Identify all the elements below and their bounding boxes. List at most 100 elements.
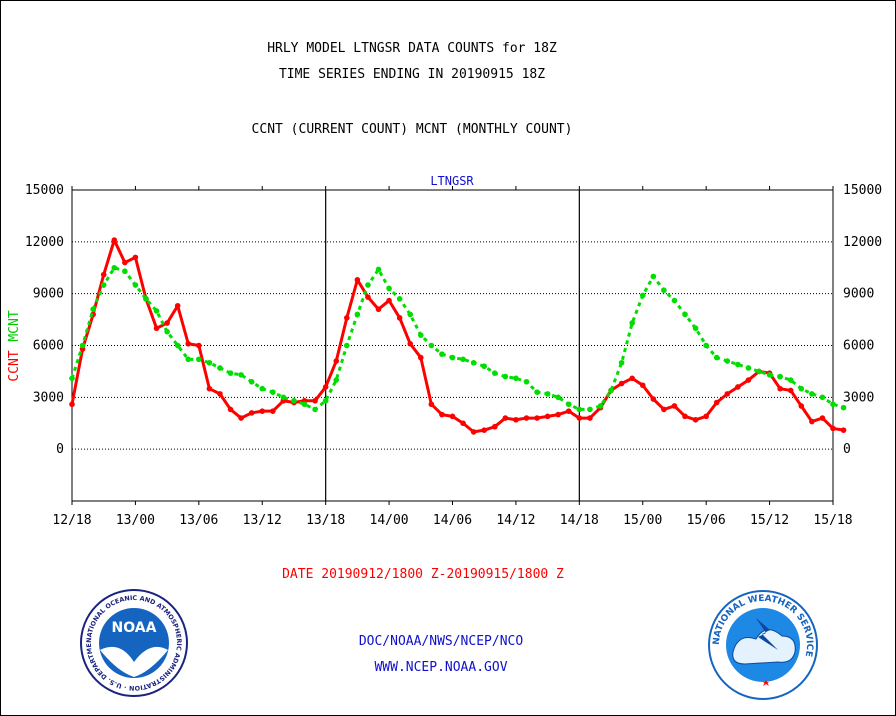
- data-point-ccnt: [196, 342, 202, 349]
- data-point-mcnt: [766, 372, 773, 378]
- data-point-mcnt: [344, 342, 350, 349]
- x-tick-label: 15/12: [750, 513, 789, 528]
- series-ccnt: [69, 237, 847, 435]
- data-point-ccnt: [682, 413, 688, 420]
- data-point-mcnt: [185, 356, 192, 363]
- y-tick-label-left: 15000: [25, 183, 64, 198]
- data-point-ccnt: [502, 415, 509, 421]
- data-point-mcnt: [809, 391, 815, 397]
- data-point-mcnt: [650, 273, 657, 280]
- x-tick-label: 15/00: [623, 513, 662, 528]
- y-tick-label-left: 9000: [33, 287, 64, 302]
- series-layer: [69, 237, 847, 435]
- y-tick-label-right: 12000: [843, 235, 882, 250]
- y-axis-label-ccnt: CCNT: [7, 350, 22, 381]
- data-point-mcnt: [777, 373, 783, 380]
- data-point-ccnt: [344, 315, 350, 321]
- data-point-ccnt: [428, 401, 435, 408]
- data-point-mcnt: [565, 401, 572, 408]
- data-point-mcnt: [79, 342, 86, 349]
- x-tick-label: 13/06: [179, 513, 218, 528]
- x-tick-label: 15/18: [813, 513, 852, 528]
- data-point-mcnt: [153, 308, 160, 314]
- data-point-mcnt: [555, 394, 561, 401]
- data-point-ccnt: [809, 418, 815, 425]
- x-tick-label: 14/18: [560, 513, 599, 528]
- data-point-ccnt: [322, 384, 329, 390]
- data-point-ccnt: [417, 354, 424, 361]
- data-point-mcnt: [174, 342, 181, 349]
- data-point-ccnt: [534, 415, 540, 421]
- data-point-mcnt: [439, 351, 445, 357]
- data-point-mcnt: [322, 397, 329, 404]
- series-mcnt: [69, 264, 847, 413]
- data-point-mcnt: [470, 359, 477, 366]
- x-axis: 12/18 13/00 13/06 13/12 13/18 14/00 14/06 14/12…: [52, 186, 853, 528]
- x-tick-label: 13/18: [306, 513, 345, 528]
- data-point-mcnt: [639, 292, 646, 299]
- noaa-logo-ring-text: NATIONAL OCEANIC AND ATMOSPHERIC ADMINIS…: [0, 0, 183, 692]
- x-tick-label: 15/06: [687, 513, 726, 528]
- data-point-mcnt: [661, 287, 667, 294]
- data-point-mcnt: [291, 397, 297, 404]
- y-axis-left: 0 3000 6000 9000 12000 15000: [25, 183, 64, 457]
- data-point-ccnt: [587, 415, 593, 421]
- y-tick-label-right: 0: [843, 442, 851, 457]
- data-point-ccnt: [238, 415, 244, 421]
- y-tick-label-left: 6000: [33, 339, 64, 354]
- series-line-ccnt: [70, 238, 844, 434]
- chart-title-line-1: HRLY MODEL LTNGSR DATA COUNTS for 18Z: [267, 41, 557, 56]
- y-tick-label-left: 12000: [25, 235, 64, 250]
- data-point-ccnt: [333, 358, 340, 364]
- data-point-ccnt: [830, 425, 836, 432]
- data-point-mcnt: [217, 365, 223, 371]
- data-point-ccnt: [365, 294, 371, 300]
- data-point-mcnt: [164, 328, 170, 335]
- data-point-ccnt: [206, 385, 213, 392]
- data-point-mcnt: [312, 406, 318, 413]
- data-point-ccnt: [724, 391, 731, 397]
- data-point-ccnt: [840, 427, 847, 433]
- x-tick-label: 14/06: [433, 513, 472, 528]
- data-point-ccnt: [618, 380, 625, 387]
- data-point-ccnt: [100, 271, 107, 278]
- data-point-mcnt: [703, 342, 709, 349]
- noaa-logo: NOAA NATIONAL OCEANIC AND ATMOSPHERIC AD…: [0, 0, 188, 697]
- data-point-mcnt: [597, 403, 604, 409]
- data-point-ccnt: [122, 259, 128, 266]
- chart-subtitle: CCNT (CURRENT COUNT) MCNT (MONTHLY COUNT…: [252, 122, 573, 137]
- data-point-mcnt: [111, 264, 118, 271]
- data-point-mcnt: [238, 372, 244, 378]
- data-point-mcnt: [227, 370, 234, 376]
- data-point-ccnt: [69, 401, 75, 408]
- noaa-logo-text: NOAA: [112, 620, 157, 636]
- y-axis-label-mcnt: MCNT: [7, 310, 22, 341]
- data-point-mcnt: [333, 377, 340, 383]
- data-point-mcnt: [787, 377, 794, 383]
- data-point-ccnt: [375, 306, 382, 313]
- data-point-ccnt: [544, 413, 551, 420]
- data-point-ccnt: [312, 397, 318, 404]
- data-point-mcnt: [671, 297, 678, 304]
- data-point-ccnt: [481, 427, 488, 433]
- x-tick-label: 12/18: [52, 513, 91, 528]
- data-point-mcnt: [692, 325, 699, 332]
- y-axis-right: 0 3000 6000 9000 12000 15000: [843, 183, 882, 457]
- data-point-mcnt: [840, 404, 847, 411]
- x-axis-label: DATE 20190912/1800 Z-20190915/1800 Z: [282, 567, 564, 582]
- x-tick-label: 13/12: [243, 513, 282, 528]
- data-point-mcnt: [196, 356, 202, 363]
- data-point-mcnt: [428, 342, 435, 349]
- data-point-ccnt: [703, 413, 709, 420]
- data-point-mcnt: [449, 354, 456, 361]
- data-point-ccnt: [164, 320, 170, 326]
- data-point-mcnt: [544, 391, 551, 397]
- data-point-mcnt: [460, 356, 466, 363]
- data-point-ccnt: [439, 411, 445, 418]
- data-point-mcnt: [407, 311, 414, 318]
- data-point-ccnt: [735, 384, 741, 390]
- agency-line: DOC/NOAA/NWS/NCEP/NCO: [359, 634, 524, 649]
- y-tick-label-left: 0: [56, 442, 64, 457]
- data-point-ccnt: [629, 375, 635, 382]
